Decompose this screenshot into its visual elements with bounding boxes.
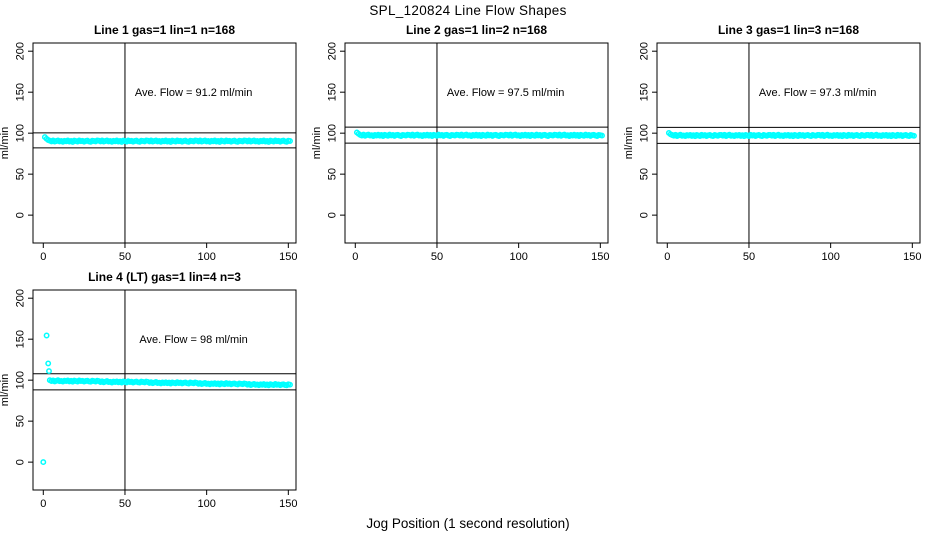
y-axis: 0 50 100 150 200 ml/min [312,42,345,218]
panel-title: Line 4 (LT) gas=1 lin=4 n=3 [88,270,241,284]
data-points [40,332,293,466]
svg-text:150: 150 [15,330,27,348]
svg-text:0: 0 [15,459,27,465]
svg-text:200: 200 [15,42,27,60]
panel-title: Line 3 gas=1 lin=3 n=168 [718,23,859,37]
svg-text:50: 50 [15,415,27,427]
y-axis: 0 50 100 150 200 ml/min [0,42,33,218]
reference-lines [345,43,608,243]
x-axis: 0 50 100 150 [664,243,922,263]
y-axis-title: ml/min [0,127,11,159]
svg-text:0: 0 [327,212,339,218]
svg-text:50: 50 [327,168,339,180]
reference-lines [33,290,296,490]
panel-2: Line 2 gas=1 lin=2 n=168 0 50 100 150 200 ml/m… [312,23,610,263]
y-axis-title: ml/min [624,127,635,159]
ave-flow-annotation: Ave. Flow = 97.5 ml/min [447,87,564,99]
svg-text:200: 200 [327,42,339,60]
svg-text:100: 100 [639,124,651,142]
data-points [665,129,917,140]
plot-box [32,42,297,244]
svg-text:0: 0 [664,251,670,263]
svg-text:50: 50 [15,168,27,180]
svg-text:150: 150 [279,498,297,510]
y-axis: 0 50 100 150 200 ml/min [0,289,33,465]
svg-text:100: 100 [15,371,27,389]
svg-text:100: 100 [197,251,215,263]
svg-text:0: 0 [352,251,358,263]
svg-text:0: 0 [40,498,46,510]
svg-text:150: 150 [15,83,27,101]
panel-title: Line 2 gas=1 lin=2 n=168 [406,23,547,37]
y-axis-title: ml/min [312,127,323,159]
svg-text:200: 200 [15,289,27,307]
x-axis: 0 50 100 150 [40,490,298,510]
svg-text:150: 150 [591,251,609,263]
x-axis: 0 50 100 150 [40,243,298,263]
svg-text:100: 100 [821,251,839,263]
panel-3: Line 3 gas=1 lin=3 n=168 0 50 100 150 200 ml/m… [624,23,922,263]
y-axis: 0 50 100 150 200 ml/min [624,42,657,218]
svg-text:200: 200 [639,42,651,60]
svg-text:100: 100 [197,498,215,510]
ave-flow-annotation: Ave. Flow = 98 ml/min [139,334,247,346]
svg-text:150: 150 [279,251,297,263]
svg-text:50: 50 [639,168,651,180]
ave-flow-annotation: Ave. Flow = 97.3 ml/min [759,87,876,99]
svg-text:0: 0 [15,212,27,218]
y-axis-title: ml/min [0,374,11,406]
x-axis: 0 50 100 150 [352,243,610,263]
svg-text:50: 50 [743,251,755,263]
data-points [41,134,293,145]
reference-lines [657,43,920,243]
panel-title: Line 1 gas=1 lin=1 n=168 [94,23,235,37]
svg-text:0: 0 [40,251,46,263]
svg-text:50: 50 [431,251,443,263]
panel-1: Line 1 gas=1 lin=1 n=168 0 50 100 150 200 ml/m… [0,23,298,263]
figure-title: SPL_120824 Line Flow Shapes [369,3,567,18]
svg-text:150: 150 [903,251,921,263]
svg-text:50: 50 [119,498,131,510]
svg-text:100: 100 [509,251,527,263]
panel-4: Line 4 (LT) gas=1 lin=4 n=3 0 50 100 150 200 m… [0,270,298,510]
x-axis-label: Jog Position (1 second resolution) [366,516,570,531]
data-points [353,129,605,139]
svg-text:150: 150 [327,83,339,101]
svg-text:0: 0 [639,212,651,218]
svg-text:50: 50 [119,251,131,263]
svg-text:150: 150 [639,83,651,101]
ave-flow-annotation: Ave. Flow = 91.2 ml/min [135,87,252,99]
svg-text:100: 100 [327,124,339,142]
svg-text:100: 100 [15,124,27,142]
